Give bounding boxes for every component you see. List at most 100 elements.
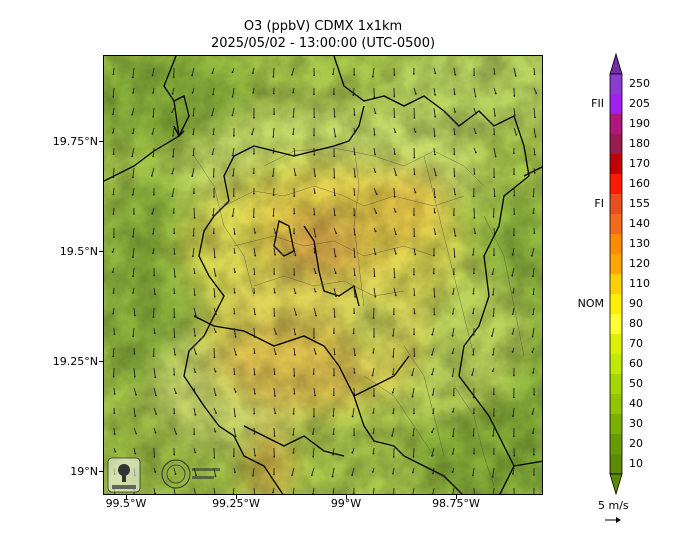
wind-arrow [232, 167, 235, 176]
wind-arrow-head [533, 73, 536, 76]
wind-arrow-head [275, 333, 277, 335]
wind-arrow [191, 167, 195, 177]
wind-arrow-head [471, 374, 473, 376]
wind-arrow-head [433, 135, 436, 138]
wind-arrow [333, 347, 336, 355]
wind-arrow-head [372, 412, 375, 414]
wind-arrow-head [191, 92, 194, 94]
wind-arrow-head [374, 230, 377, 233]
wind-arrow [452, 327, 455, 336]
wind-arrow-head [114, 450, 117, 453]
wind-arrow [431, 327, 435, 335]
wind-arrow [431, 347, 435, 355]
wind-arrow [233, 427, 237, 437]
wind-arrow [453, 87, 456, 95]
wind-arrow [192, 247, 195, 257]
wind-arrow-head [493, 254, 495, 257]
wind-arrow-head [374, 112, 377, 115]
wind-arrow-head [132, 92, 134, 94]
wind-arrow-head [371, 374, 374, 377]
wind-arrow-head [193, 216, 196, 219]
wind-arrow-head [431, 333, 434, 336]
wind-arrow [431, 447, 435, 456]
wind-arrow-head [332, 494, 334, 495]
wind-arrow [332, 467, 335, 477]
wind-arrow [353, 227, 356, 235]
wind-arrow [232, 147, 235, 156]
wind-arrow [312, 487, 315, 494]
wind-arrow [513, 107, 516, 116]
wind-arrow-head [353, 274, 356, 276]
wind-arrow-head [154, 492, 156, 494]
wind-arrow-head [173, 232, 176, 235]
wind-arrow-head [434, 94, 436, 96]
wind-arrow-head [212, 93, 214, 96]
wind-arrow-head [112, 153, 115, 155]
wind-arrow [173, 467, 176, 475]
wind-arrow-head [413, 273, 415, 276]
wind-arrow [391, 427, 395, 437]
wind-arrow-head [314, 272, 317, 275]
wind-arrow-head [133, 314, 136, 317]
wind-arrow [373, 287, 376, 297]
wind-arrow [413, 247, 416, 255]
wind-arrow-head [175, 392, 177, 394]
wind-arrow [253, 387, 256, 394]
wind-arrow-head [412, 471, 414, 474]
wind-arrow [531, 247, 535, 256]
wind-arrow-head [472, 333, 475, 336]
colorbar-band [610, 234, 622, 255]
wind-arrow-head [393, 276, 396, 279]
wind-arrow-head [313, 134, 315, 137]
wind-arrow-head [171, 111, 173, 114]
wind-arrow-head [474, 112, 477, 115]
wind-arrow [173, 327, 175, 338]
wind-scale-arrow [605, 517, 621, 523]
wind-arrow-head [451, 312, 454, 315]
wind-arrow-head [193, 294, 196, 296]
wind-arrow [173, 347, 176, 355]
wind-arrow-head [331, 475, 334, 478]
wind-arrow-head [431, 493, 434, 494]
wind-arrow-head [413, 333, 415, 336]
wind-arrow [373, 487, 375, 494]
wind-arrow [213, 127, 215, 135]
wind-arrow-head [133, 212, 135, 215]
wind-arrow-head [533, 172, 536, 174]
x-tick [456, 495, 457, 499]
wind-arrow-head [313, 93, 315, 96]
wind-arrow-head [513, 374, 515, 377]
wind-arrow [492, 487, 495, 494]
wind-arrow [233, 327, 237, 337]
wind-arrow [493, 227, 495, 235]
wind-arrow-head [332, 415, 335, 417]
wind-arrow-head [453, 256, 456, 258]
colorbar-tick-label: 205 [629, 97, 650, 110]
wind-arrow-head [372, 352, 375, 354]
wind-arrow-head [492, 293, 494, 296]
wind-arrow [313, 227, 316, 237]
wind-arrow-head [354, 296, 356, 298]
wind-arrow-head [391, 391, 394, 394]
wind-arrow-head [273, 455, 276, 458]
wind-arrow [272, 167, 275, 177]
wind-arrow [373, 207, 377, 214]
wind-arrow [332, 67, 335, 75]
wind-arrow-head [151, 132, 154, 135]
wind-arrow-head [332, 433, 335, 436]
wind-arrow-head [414, 191, 417, 194]
wind-arrow-head [272, 194, 275, 197]
wind-arrow [153, 287, 156, 295]
wind-arrow-head [214, 331, 217, 333]
y-tick [99, 141, 103, 142]
wind-arrow [373, 107, 376, 114]
wind-arrow-head [213, 356, 216, 359]
wind-arrow [513, 127, 517, 135]
wind-arrow-head [351, 451, 354, 454]
municipal-boundaries [193, 145, 525, 487]
wind-arrow [312, 427, 315, 435]
wind-arrow-head [512, 415, 514, 418]
wind-arrow [512, 407, 515, 417]
wind-arrow-head [472, 312, 474, 315]
wind-arrow-head [273, 273, 276, 275]
